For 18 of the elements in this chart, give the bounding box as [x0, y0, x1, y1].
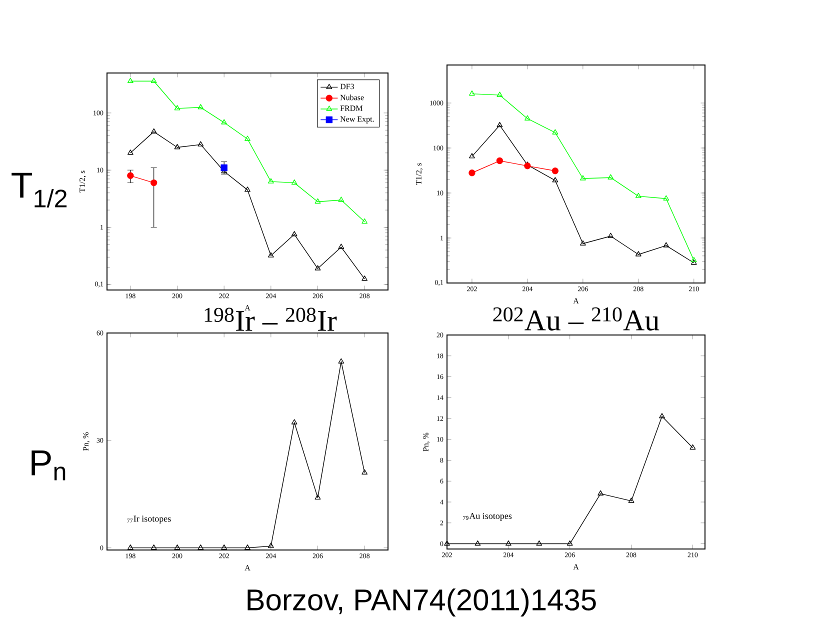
legend-label: FRDM [340, 106, 362, 111]
x-axis-title: A [244, 305, 250, 310]
y-axis-title: T1/2, s [80, 170, 86, 192]
text: $^{202}$Au – $^{210}$Au [493, 307, 660, 331]
text: T$_{1/2}$ [12, 172, 67, 208]
annotation: $_{77}$Ir isotopes [127, 516, 171, 524]
x-axis-title: A [573, 564, 579, 570]
y-axis-title: Pn, % [83, 432, 90, 451]
y-axis-title: Pn, % [423, 432, 430, 452]
y-axis-title: T1/2, s [416, 163, 423, 185]
legend-label: DF3 [340, 84, 354, 90]
annotation: $_{79}$Au isotopes [463, 512, 512, 521]
x-axis-title: A [573, 298, 579, 304]
text: P$_{n}$ [32, 450, 66, 480]
legend-label: Nubase [340, 94, 364, 100]
x-axis-title: A [244, 565, 250, 570]
legend-label: New Expt. [340, 116, 374, 124]
text: Borzov, PAN74(2011)1435 [248, 588, 596, 616]
